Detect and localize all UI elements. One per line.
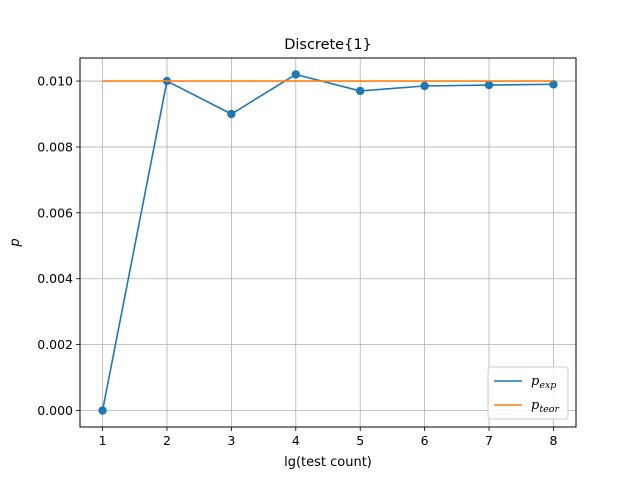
data-point-exp bbox=[549, 80, 558, 89]
y-axis-label: p bbox=[8, 238, 23, 247]
y-tick-label: 0.004 bbox=[37, 271, 73, 286]
x-tick-label: 7 bbox=[485, 433, 493, 448]
data-point-exp bbox=[484, 80, 494, 90]
y-tick-label: 0.010 bbox=[37, 74, 73, 89]
series-line-exp bbox=[101, 73, 554, 411]
data-point-exp bbox=[420, 81, 429, 91]
y-tick-label: 0.008 bbox=[37, 139, 73, 154]
data-point-exp bbox=[356, 86, 365, 96]
legend-label-teor: pteor bbox=[531, 398, 560, 415]
data-point-exp bbox=[291, 70, 300, 79]
x-axis-label: lg(test count) bbox=[284, 455, 372, 470]
data-point-exp bbox=[98, 406, 107, 415]
x-tick-label: 6 bbox=[421, 433, 429, 448]
y-tick-label: 0.000 bbox=[37, 403, 73, 418]
plot-frame bbox=[79, 57, 577, 428]
legend-label-exp: pexp bbox=[531, 374, 556, 391]
x-tick-label: 8 bbox=[549, 433, 557, 448]
legend-label-main: p bbox=[531, 398, 540, 413]
data-point-exp bbox=[227, 109, 236, 119]
y-tick-label: 0.006 bbox=[37, 205, 73, 220]
ticks: 1 2 3 4 5 6 7 8 0.000 0.002 0.004 0.006 0.008 0.010 bbox=[37, 74, 557, 448]
legend-label-main: p bbox=[531, 374, 540, 389]
x-tick-label: 3 bbox=[227, 433, 235, 448]
x-tick-label: 4 bbox=[292, 433, 300, 448]
legend-label-subscript: teor bbox=[539, 404, 560, 415]
x-tick-label: 2 bbox=[163, 433, 171, 448]
legend-box bbox=[487, 366, 569, 420]
x-tick-label: 1 bbox=[99, 433, 107, 448]
series-layer bbox=[98, 70, 558, 415]
chart-title: Discrete{1} bbox=[284, 37, 372, 53]
x-tick-label: 5 bbox=[356, 433, 364, 448]
y-tick-label: 0.002 bbox=[37, 337, 73, 352]
legend-label-subscript: exp bbox=[539, 380, 556, 391]
